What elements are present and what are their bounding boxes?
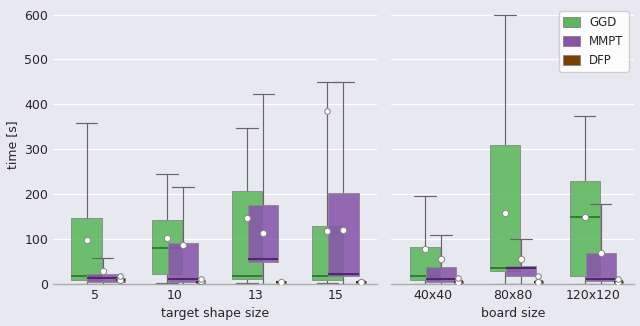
Bar [72,217,102,279]
X-axis label: target shape size: target shape size [161,307,269,320]
X-axis label: board size: board size [481,307,545,320]
Bar [454,281,463,283]
Bar [426,267,456,282]
Bar [196,280,205,283]
Bar [586,253,616,281]
Bar [152,220,182,274]
Bar [328,193,358,276]
Bar [88,274,118,282]
Bar [534,281,543,283]
Bar [276,281,285,283]
Bar [168,243,198,282]
Bar [410,247,440,279]
Bar [490,145,520,272]
Bar [312,226,342,279]
Bar [356,281,366,283]
Legend: GGD, MMPT, DFP: GGD, MMPT, DFP [559,11,628,72]
Bar [614,281,623,283]
Bar [232,191,262,279]
Bar [570,181,600,276]
Bar [506,266,536,276]
Bar [248,205,278,261]
Bar [116,278,125,282]
Y-axis label: time [s]: time [s] [6,121,19,169]
